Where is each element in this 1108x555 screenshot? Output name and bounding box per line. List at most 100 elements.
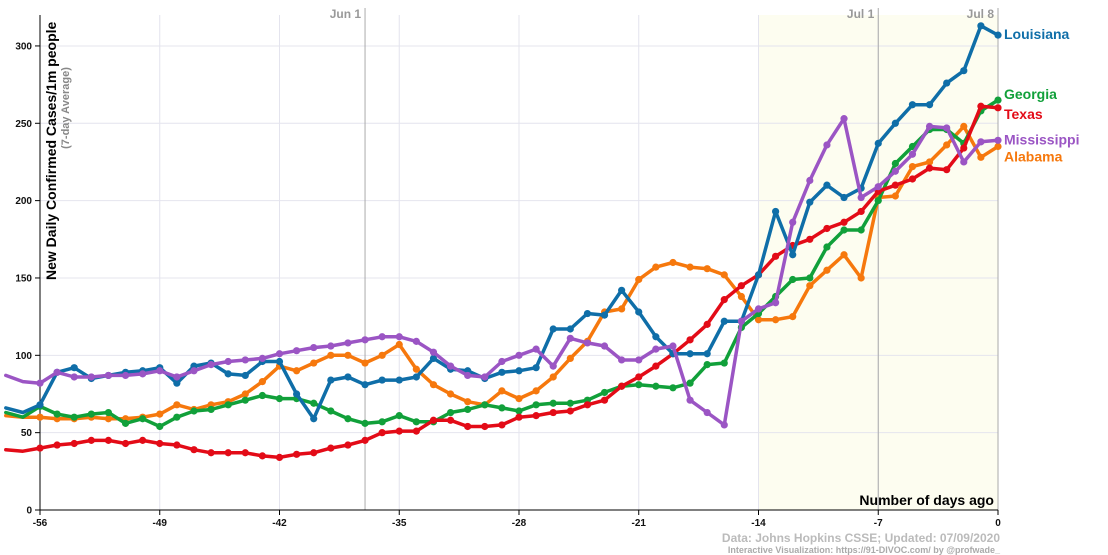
data-point — [121, 439, 130, 448]
data-point — [925, 101, 934, 109]
data-point — [173, 401, 181, 409]
data-point — [412, 365, 420, 373]
month-marker-label: Jul 8 — [967, 7, 995, 21]
data-point — [908, 150, 917, 158]
data-point — [395, 340, 403, 349]
data-point — [720, 421, 728, 429]
data-point — [327, 376, 335, 384]
data-point — [960, 144, 968, 152]
data-point — [737, 292, 745, 301]
data-point — [652, 382, 660, 390]
data-point — [70, 439, 78, 448]
data-point — [908, 162, 917, 171]
data-point — [156, 367, 164, 375]
series-georgia — [4, 96, 1002, 431]
data-point — [925, 158, 934, 166]
data-point — [156, 410, 164, 418]
y-tick-label: 150 — [15, 273, 32, 284]
data-point — [241, 449, 249, 457]
data-point — [925, 122, 934, 130]
data-point — [583, 309, 592, 318]
data-point — [720, 271, 728, 279]
data-point — [344, 339, 352, 347]
data-point — [361, 336, 369, 344]
data-point — [823, 141, 831, 149]
data-point — [344, 373, 352, 381]
data-point — [806, 198, 814, 206]
data-point — [258, 452, 266, 460]
data-point — [121, 419, 130, 427]
data-point — [241, 356, 249, 364]
data-point — [361, 436, 369, 444]
data-point — [464, 398, 472, 406]
data-point — [549, 408, 557, 417]
data-point — [446, 416, 455, 424]
data-point — [378, 351, 386, 359]
data-point — [481, 401, 489, 409]
x-axis-label: Number of days ago — [859, 492, 994, 508]
data-point — [378, 429, 386, 437]
data-point — [515, 407, 523, 415]
data-point — [361, 419, 369, 427]
data-point — [686, 379, 694, 387]
data-point — [87, 436, 95, 444]
data-point — [224, 357, 232, 366]
data-point — [515, 395, 523, 403]
data-point — [635, 275, 643, 284]
data-point — [378, 333, 386, 341]
x-tick-label: -35 — [392, 518, 407, 529]
data-point — [327, 351, 335, 359]
data-point — [327, 342, 335, 350]
data-point — [498, 357, 506, 366]
data-point — [737, 317, 745, 325]
y-tick-label: 200 — [15, 196, 32, 207]
data-point — [378, 418, 386, 426]
data-point — [857, 274, 865, 282]
data-point — [395, 412, 403, 420]
data-point — [70, 413, 78, 421]
data-point — [566, 399, 574, 407]
data-point — [532, 364, 540, 372]
data-point — [310, 449, 318, 457]
data-point — [378, 376, 386, 384]
data-point — [36, 413, 44, 421]
data-point — [908, 101, 917, 109]
data-point — [891, 181, 899, 189]
data-point — [532, 387, 540, 395]
data-point — [994, 136, 1002, 144]
series-label-louisiana: Louisiana — [1004, 26, 1070, 42]
data-point — [618, 382, 626, 390]
data-point — [908, 175, 917, 183]
data-point — [258, 391, 266, 400]
data-point — [190, 446, 198, 454]
data-point — [925, 164, 934, 172]
data-point — [446, 390, 455, 398]
data-point — [173, 379, 181, 387]
month-marker-label: Jun 1 — [330, 7, 362, 21]
data-point — [344, 441, 352, 449]
data-point — [891, 167, 899, 175]
data-point — [481, 373, 489, 381]
data-point — [840, 251, 848, 259]
data-point — [943, 124, 951, 132]
data-point — [224, 370, 232, 378]
data-point — [36, 444, 44, 452]
series-label-mississippi: Mississippi — [1004, 131, 1079, 147]
data-point — [310, 343, 318, 352]
x-tick-label: -7 — [874, 518, 883, 529]
data-point — [789, 218, 797, 226]
x-tick-label: -49 — [153, 518, 168, 529]
data-point — [823, 266, 831, 274]
data-point — [977, 22, 985, 30]
data-point — [600, 388, 609, 397]
data-point — [275, 357, 284, 366]
data-point — [361, 359, 369, 367]
data-point — [703, 408, 711, 417]
data-point — [566, 354, 574, 363]
data-point — [104, 436, 113, 444]
data-point — [994, 96, 1002, 104]
data-point — [327, 444, 335, 452]
data-point — [412, 373, 420, 381]
data-point — [275, 350, 284, 358]
data-point — [857, 226, 865, 234]
